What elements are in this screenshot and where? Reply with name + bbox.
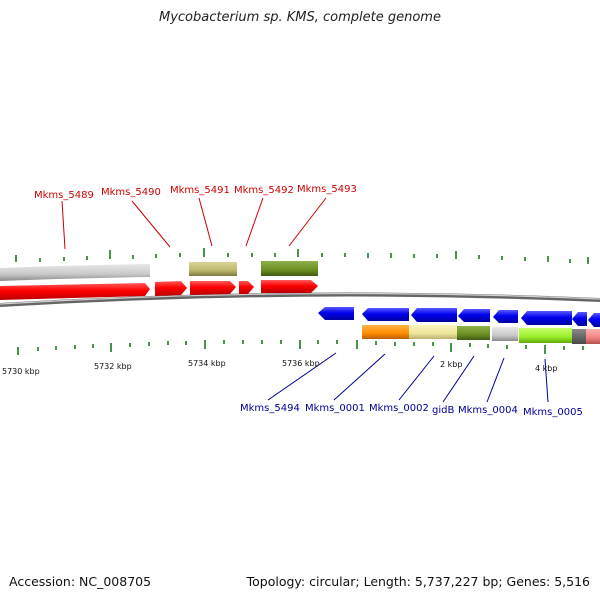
gene-block-olive[interactable]	[261, 261, 318, 276]
reverse-track-lower	[362, 325, 600, 344]
genome-summary-text: Topology: circular; Length: 5,737,227 bp…	[246, 574, 590, 589]
forward-gene-arrow[interactable]	[190, 281, 236, 295]
upper-ticks	[15, 248, 589, 264]
forward-gene-labels: Mkms_5489 Mkms_5490 Mkms_5491 Mkms_5492 …	[34, 184, 357, 201]
gene-label-mkms-0005[interactable]: Mkms_0005	[523, 407, 583, 418]
forward-leader-lines	[61, 197, 327, 250]
gene-label-mkms-0004[interactable]: Mkms_0004	[458, 405, 518, 416]
reverse-gene-labels: Mkms_5494 Mkms_0001 Mkms_0002 gidB Mkms_…	[240, 403, 583, 418]
gene-block-orange[interactable]	[362, 325, 409, 339]
reverse-gene-arrow[interactable]	[572, 312, 587, 326]
forward-gene-arrow[interactable]	[155, 281, 187, 296]
reverse-gene-arrow[interactable]	[458, 309, 490, 322]
gene-label-mkms-0002[interactable]: Mkms_0002	[369, 403, 429, 414]
reverse-gene-arrow[interactable]	[588, 313, 600, 327]
gene-block-cream[interactable]	[409, 325, 457, 339]
gene-label-mkms-0001[interactable]: Mkms_0001	[305, 403, 365, 414]
gene-block-khaki[interactable]	[189, 262, 237, 276]
reverse-gene-arrow[interactable]	[318, 307, 354, 320]
map-title: Mycobacterium sp. KMS, complete genome	[159, 10, 441, 25]
gene-block-dark[interactable]	[572, 329, 586, 344]
reverse-gene-arrow[interactable]	[521, 311, 572, 325]
gene-block-salmon[interactable]	[586, 329, 600, 344]
gene-label-mkms-5492[interactable]: Mkms_5492	[234, 185, 294, 196]
forward-track-upper	[0, 261, 318, 281]
accession-text: Accession: NC_008705	[9, 574, 152, 589]
genome-backbone-highlight	[0, 292, 600, 305]
axis-labels: 5730 kbp 5732 kbp 5734 kbp 5736 kbp 2 kb…	[2, 359, 557, 376]
lower-ticks	[17, 340, 584, 355]
axis-label: 2 kbp	[440, 360, 462, 369]
reverse-track-blue	[318, 307, 600, 327]
axis-label: 5736 kbp	[282, 359, 320, 368]
gene-label-gidb[interactable]: gidB	[432, 405, 454, 416]
forward-gene-arrow[interactable]	[239, 281, 254, 294]
gene-block-lime[interactable]	[519, 328, 572, 343]
reverse-gene-arrow[interactable]	[493, 310, 518, 323]
gene-block-gray[interactable]	[0, 264, 150, 281]
axis-label: 4 kbp	[535, 364, 557, 373]
genome-backbone	[0, 292, 600, 307]
gene-label-mkms-5494[interactable]: Mkms_5494	[240, 403, 300, 414]
gene-label-mkms-5489[interactable]: Mkms_5489	[34, 190, 94, 201]
axis-label: 5730 kbp	[2, 367, 40, 376]
gene-label-mkms-5491[interactable]: Mkms_5491	[170, 185, 230, 196]
gene-label-mkms-5490[interactable]: Mkms_5490	[101, 187, 161, 198]
reverse-leader-lines	[267, 352, 549, 403]
reverse-gene-arrow[interactable]	[362, 308, 409, 321]
axis-label: 5732 kbp	[94, 362, 132, 371]
forward-gene-arrow[interactable]	[261, 280, 318, 293]
forward-gene-arrow[interactable]	[0, 283, 150, 300]
gene-label-mkms-5493[interactable]: Mkms_5493	[297, 184, 357, 195]
gene-block-olive[interactable]	[457, 326, 490, 340]
forward-track-red	[0, 280, 318, 300]
reverse-gene-arrow[interactable]	[411, 308, 457, 322]
axis-label: 5734 kbp	[188, 359, 226, 368]
gene-block-gray[interactable]	[492, 327, 518, 341]
